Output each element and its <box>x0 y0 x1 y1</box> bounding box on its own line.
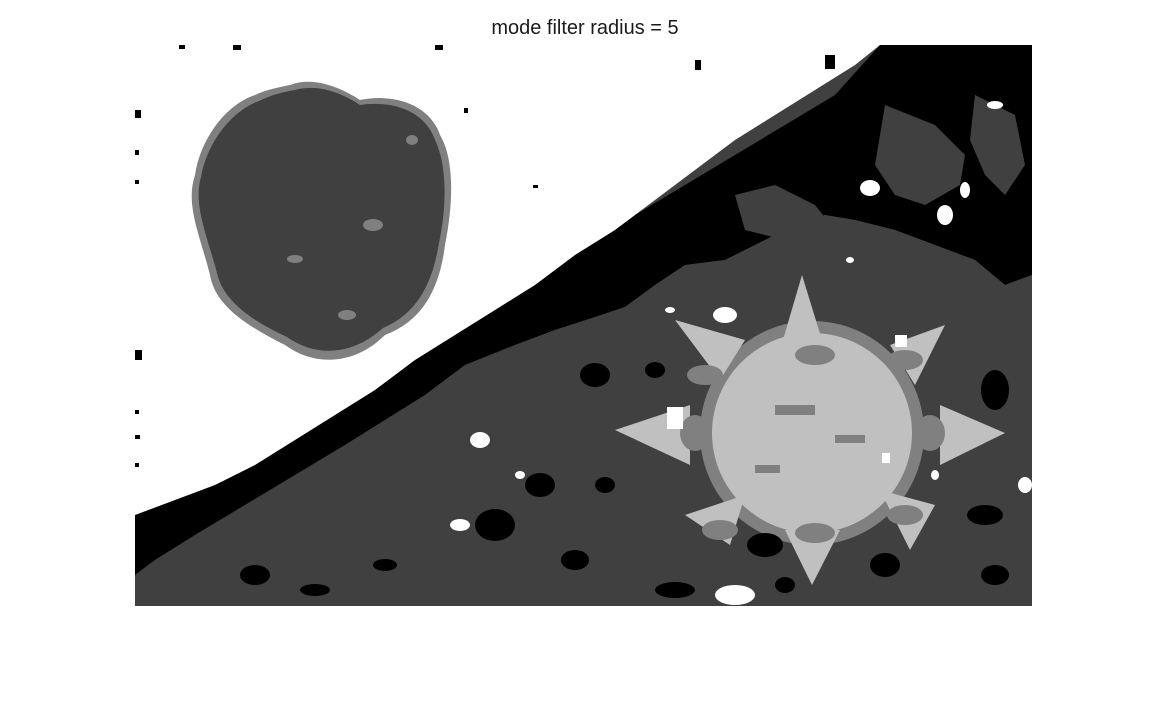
blob <box>198 87 445 351</box>
gray-patches-in-black-band <box>735 95 1025 295</box>
figure-title: mode filter radius = 5 <box>491 17 679 39</box>
blob-highlights <box>287 135 418 320</box>
star-center <box>712 333 912 533</box>
star-shape <box>615 275 1005 585</box>
segmented-image <box>135 45 1032 606</box>
star-white-specks <box>667 335 907 463</box>
dark-spots <box>240 362 1009 598</box>
tiny-specks <box>135 45 835 467</box>
white-specks <box>450 101 1032 605</box>
star-details <box>755 405 865 473</box>
diagonal-black-band <box>135 45 1032 575</box>
star-petal-bases <box>680 345 945 543</box>
